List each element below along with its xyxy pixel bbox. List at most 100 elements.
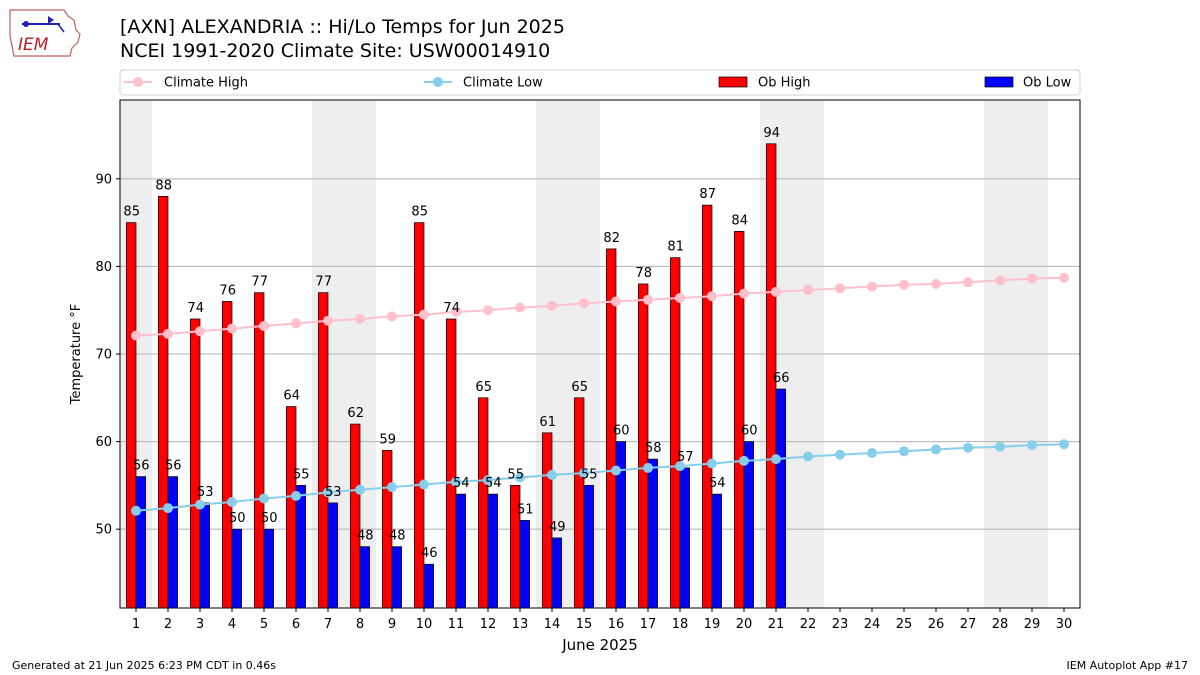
label-high-day-19: 87 <box>699 187 716 202</box>
label-high-day-21: 94 <box>763 126 780 141</box>
label-low-day-20: 60 <box>741 424 758 439</box>
climate-high-point-day-16 <box>611 296 621 307</box>
climate-low-point-day-25 <box>899 446 909 457</box>
x-tick-label-1: 1 <box>132 617 140 632</box>
label-high-day-4: 76 <box>219 283 236 298</box>
bar-low-day-6 <box>295 485 306 609</box>
climate-high-point-day-27 <box>963 277 973 288</box>
x-tick-label-11: 11 <box>448 617 465 632</box>
label-low-day-4: 50 <box>229 511 246 526</box>
x-tick-label-12: 12 <box>480 617 497 632</box>
legend-climate-low-label: Climate Low <box>463 76 543 91</box>
climate-high-point-day-10 <box>419 309 429 320</box>
label-high-day-2: 88 <box>155 178 172 193</box>
x-axis-label: June 2025 <box>561 636 638 654</box>
label-high-day-1: 85 <box>123 205 140 220</box>
climate-high-point-day-9 <box>387 311 397 322</box>
chart-subtitle: NCEI 1991-2020 Climate Site: USW00014910 <box>120 40 551 62</box>
legend-climate-high-marker <box>133 77 143 87</box>
bar-high-day-20 <box>734 231 745 609</box>
climate-low-point-day-17 <box>643 462 653 473</box>
legend-ob-low-swatch <box>984 76 1014 88</box>
y-axis: 50 60 70 80 90 <box>95 172 120 538</box>
climate-low-point-day-26 <box>931 444 941 455</box>
climate-high-point-day-28 <box>995 275 1005 286</box>
bar-labels-group: 85 56 88 56 74 53 76 50 77 50 64 55 77 53 62 48 59 48 85 46… <box>123 126 789 561</box>
label-high-day-6: 64 <box>283 389 300 404</box>
x-tick-label-6: 6 <box>292 617 300 632</box>
grid-lines <box>120 178 1080 530</box>
bars-group <box>126 143 786 609</box>
bar-low-day-7 <box>327 502 338 609</box>
x-tick-label-17: 17 <box>640 617 657 632</box>
x-tick-label-7: 7 <box>324 617 332 632</box>
chart-title: [AXN] ALEXANDRIA :: Hi/Lo Temps for Jun … <box>120 16 565 38</box>
bar-low-day-21 <box>775 388 786 609</box>
climate-low-point-day-29 <box>1027 440 1037 451</box>
climate-low-point-day-19 <box>707 458 717 469</box>
label-low-day-17: 58 <box>645 441 662 456</box>
climate-high-point-day-4 <box>227 323 237 334</box>
x-tick-label-28: 28 <box>992 617 1009 632</box>
climate-high-point-day-5 <box>259 320 269 331</box>
app-footer: IEM Autoplot App #17 <box>1066 659 1189 672</box>
bar-high-day-6 <box>286 406 297 609</box>
legend-ob-high-label: Ob High <box>758 76 811 91</box>
x-tick-label-5: 5 <box>260 617 268 632</box>
label-high-day-13: 55 <box>507 467 524 482</box>
label-high-day-15: 65 <box>571 380 588 395</box>
x-tick-label-27: 27 <box>960 617 977 632</box>
legend-ob-high-swatch <box>718 76 748 88</box>
label-low-day-18: 57 <box>677 450 694 465</box>
legend: Climate High Climate Low Ob High Ob Low <box>119 69 1081 96</box>
label-low-day-8: 48 <box>357 529 374 544</box>
bar-high-day-15 <box>574 397 585 609</box>
bar-high-day-3 <box>190 318 201 609</box>
label-low-day-10: 46 <box>421 546 438 561</box>
climate-high-point-day-24 <box>867 281 877 292</box>
climate-low-point-day-30 <box>1059 439 1069 450</box>
bar-low-day-19 <box>711 493 722 609</box>
climate-high-point-day-1 <box>131 330 141 341</box>
climate-high-point-day-26 <box>931 278 941 289</box>
bar-low-day-11 <box>455 493 466 609</box>
climate-low-point-day-11 <box>451 476 461 487</box>
climate-high-point-day-7 <box>323 315 333 326</box>
x-tick-label-9: 9 <box>388 617 396 632</box>
climate-low-line <box>135 443 1065 512</box>
x-tick-label-2: 2 <box>164 617 172 632</box>
label-low-day-3: 53 <box>197 485 214 500</box>
climate-high-point-day-12 <box>483 305 493 316</box>
bar-low-day-15 <box>583 485 594 609</box>
bar-low-day-8 <box>359 546 370 609</box>
x-tick-label-8: 8 <box>356 617 364 632</box>
bar-high-day-7 <box>318 292 329 609</box>
x-tick-label-13: 13 <box>512 617 529 632</box>
climate-low-point-day-14 <box>547 469 557 480</box>
climate-high-line <box>135 276 1065 337</box>
bar-high-day-5 <box>254 292 265 609</box>
climate-high-point-day-19 <box>707 291 717 302</box>
bar-high-day-1 <box>126 222 137 609</box>
climate-low-point-day-18 <box>675 461 685 472</box>
x-axis: 1 2 3 4 5 6 7 8 9 10 11 12 13 14 15 16 17 18 19 20 21 22 23 24 2… <box>132 608 1072 632</box>
climate-low-point-day-9 <box>387 482 397 493</box>
label-high-day-5: 77 <box>251 275 268 290</box>
label-low-day-11: 54 <box>453 476 470 491</box>
x-tick-label-16: 16 <box>608 617 625 632</box>
label-high-day-17: 78 <box>635 266 652 281</box>
bar-high-day-2 <box>158 195 169 609</box>
generated-footer: Generated at 21 Jun 2025 6:23 PM CDT in … <box>12 659 277 672</box>
climate-low-point-day-6 <box>291 490 301 501</box>
x-tick-label-10: 10 <box>416 617 433 632</box>
climate-high-point-day-17 <box>643 294 653 305</box>
label-high-day-18: 81 <box>667 240 684 255</box>
label-low-day-19: 54 <box>709 476 726 491</box>
x-tick-label-25: 25 <box>896 617 913 632</box>
x-tick-label-29: 29 <box>1024 617 1041 632</box>
x-tick-label-19: 19 <box>704 617 721 632</box>
climate-high-point-day-20 <box>739 288 749 299</box>
climate-low-point-day-1 <box>131 505 141 516</box>
label-low-day-5: 50 <box>261 511 278 526</box>
bar-low-day-4 <box>231 528 242 609</box>
